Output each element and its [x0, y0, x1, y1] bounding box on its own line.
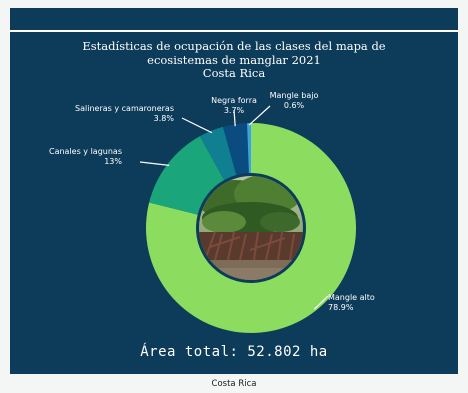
- slice-value-label: 13%: [104, 157, 122, 166]
- leader-line: [233, 109, 236, 127]
- footer-caption: Costa Rica: [211, 379, 257, 389]
- total-area: Área total: 52.802 ha: [140, 344, 328, 360]
- slice-mangle-bajo: [247, 123, 251, 174]
- title-line-2: ecosistemas de manglar 2021: [147, 52, 321, 67]
- slice-salineras-y-camaroneras: [199, 126, 237, 180]
- slice-name-label: Salineras y camaroneras: [75, 104, 174, 113]
- title-line-3: Costa Rica: [202, 66, 266, 80]
- slice-name-label: Mangle bajo: [270, 91, 319, 100]
- chart-panel: Estadísticas de ocupación de las clases …: [10, 32, 458, 374]
- leader-line: [248, 105, 271, 126]
- top-banner: [10, 8, 458, 30]
- slice-value-label: 0.6%: [284, 101, 305, 110]
- leader-line: [139, 161, 170, 166]
- slice-canales-y-lagunas: [149, 136, 225, 215]
- chart-title: Estadísticas de ocupación de las clases …: [10, 39, 458, 81]
- slice-negra-forra: [222, 123, 249, 175]
- slice-value-label: 3.8%: [154, 114, 175, 123]
- slice-mangle-alto: [146, 123, 356, 333]
- slice-name-label: Mangle alto: [328, 293, 375, 302]
- slice-value-label: 78.9%: [328, 303, 354, 312]
- title-line-1: Estadísticas de ocupación de las clases …: [82, 39, 386, 53]
- slice-name-label: Canales y lagunas: [49, 147, 122, 156]
- leader-line: [313, 295, 329, 310]
- leader-line: [181, 117, 213, 134]
- slice-name-label: Negra forra: [211, 96, 257, 105]
- slice-value-label: 3.7%: [224, 106, 245, 115]
- divider: [10, 30, 458, 32]
